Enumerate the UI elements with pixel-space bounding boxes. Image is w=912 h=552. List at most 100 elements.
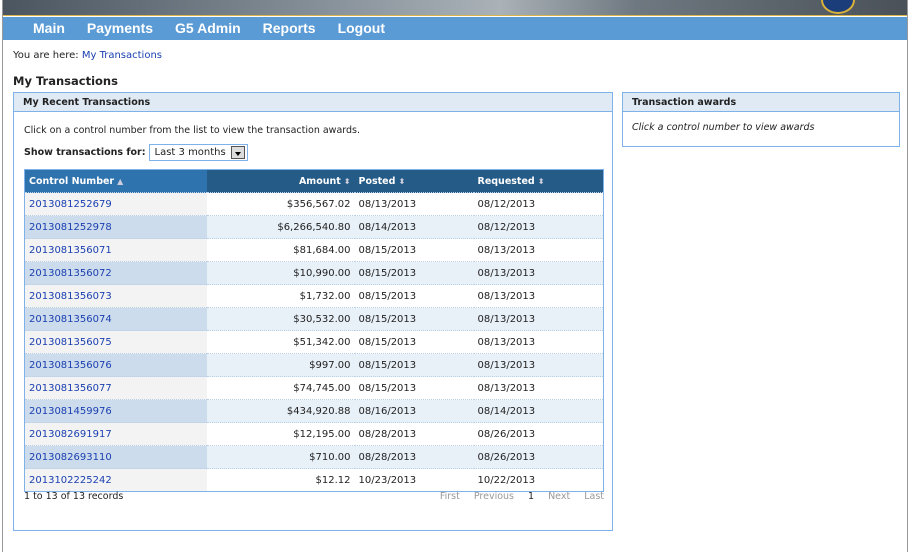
- requested-cell: 08/13/2013: [473, 284, 604, 308]
- nav-logout[interactable]: Logout: [337, 20, 385, 36]
- control-number-link[interactable]: 2013082693110: [29, 451, 112, 463]
- table-row: 2013081252679 $356,567.02 08/13/2013 08/…: [24, 192, 604, 216]
- requested-cell: 08/26/2013: [473, 445, 604, 469]
- pager-page-1[interactable]: 1: [528, 491, 535, 502]
- requested-cell: 08/13/2013: [473, 238, 604, 262]
- pager-next[interactable]: Next: [548, 491, 571, 502]
- requested-cell: 08/13/2013: [473, 376, 604, 400]
- control-number-link[interactable]: 2013081459976: [29, 405, 112, 417]
- posted-cell: 08/15/2013: [354, 376, 474, 400]
- requested-cell: 10/22/2013: [473, 468, 604, 492]
- pager-previous[interactable]: Previous: [473, 491, 515, 502]
- instructions: Click on a control number from the list …: [24, 125, 361, 136]
- posted-cell: 08/28/2013: [354, 445, 474, 469]
- posted-cell: 08/16/2013: [354, 399, 474, 423]
- control-number-link[interactable]: 2013102225242: [29, 474, 112, 486]
- control-number-link[interactable]: 2013081356071: [29, 244, 112, 256]
- posted-cell: 08/13/2013: [354, 192, 474, 216]
- col-control-number[interactable]: Control Number ▲: [24, 169, 207, 193]
- posted-cell: 08/15/2013: [354, 261, 474, 285]
- recent-transactions-panel: My Recent Transactions Click on a contro…: [13, 92, 613, 531]
- posted-cell: 08/15/2013: [354, 353, 474, 377]
- col-amount[interactable]: Amount ⬍: [206, 169, 355, 193]
- control-number-link[interactable]: 2013081356076: [29, 359, 112, 371]
- table-row: 2013081356074 $30,532.00 08/15/2013 08/1…: [24, 307, 604, 331]
- main-nav: Main Payments G5 Admin Reports Logout: [3, 17, 907, 40]
- requested-cell: 08/13/2013: [473, 330, 604, 354]
- col-requested[interactable]: Requested ⬍: [473, 169, 604, 193]
- requested-cell: 08/12/2013: [473, 215, 604, 239]
- control-number-cell: 2013081356071: [24, 238, 207, 262]
- amount-cell: $356,567.02: [206, 192, 355, 216]
- sort-icon: ⬍: [343, 176, 351, 186]
- page-title: My Transactions: [13, 74, 118, 88]
- amount-cell: $12.12: [206, 468, 355, 492]
- nav-payments[interactable]: Payments: [86, 20, 154, 36]
- posted-cell: 08/15/2013: [354, 284, 474, 308]
- control-number-cell: 2013082691917: [24, 422, 207, 446]
- control-number-cell: 2013081356077: [24, 376, 207, 400]
- control-number-cell: 2013081252978: [24, 215, 207, 239]
- breadcrumb: You are here: My Transactions: [13, 50, 162, 61]
- table-row: 2013082693110 $710.00 08/28/2013 08/26/2…: [24, 445, 604, 469]
- pagination: First Previous 1 Next Last: [426, 491, 604, 502]
- control-number-link[interactable]: 2013082691917: [29, 428, 112, 440]
- control-number-link[interactable]: 2013081252679: [29, 198, 112, 210]
- posted-cell: 08/14/2013: [354, 215, 474, 239]
- control-number-cell: 2013081356072: [24, 261, 207, 285]
- awards-hint: Click a control number to view awards: [632, 122, 815, 133]
- amount-cell: $710.00: [206, 445, 355, 469]
- posted-cell: 08/15/2013: [354, 330, 474, 354]
- control-number-link[interactable]: 2013081356072: [29, 267, 112, 279]
- pager-first[interactable]: First: [439, 491, 460, 502]
- sort-icon: ⬍: [537, 176, 545, 186]
- nav-reports[interactable]: Reports: [262, 20, 316, 36]
- control-number-cell: 2013081459976: [24, 399, 207, 423]
- pager-last[interactable]: Last: [584, 491, 604, 502]
- table-row: 2013102225242 $12.12 10/23/2013 10/22/20…: [24, 468, 604, 492]
- amount-cell: $10,990.00: [206, 261, 355, 285]
- requested-cell: 08/14/2013: [473, 399, 604, 423]
- control-number-link[interactable]: 2013081356074: [29, 313, 112, 325]
- control-number-link[interactable]: 2013081252978: [29, 221, 112, 233]
- table-row: 2013081356073 $1,732.00 08/15/2013 08/13…: [24, 284, 604, 308]
- posted-cell: 08/15/2013: [354, 238, 474, 262]
- table-footer: 1 to 13 of 13 records First Previous 1 N…: [24, 491, 604, 502]
- period-select[interactable]: Last 3 months: [148, 144, 248, 161]
- control-number-cell: 2013082693110: [24, 445, 207, 469]
- requested-cell: 08/26/2013: [473, 422, 604, 446]
- col-posted[interactable]: Posted ⬍: [354, 169, 474, 193]
- chevron-down-icon[interactable]: [230, 146, 245, 159]
- table-row: 2013081252978 $6,266,540.80 08/14/2013 0…: [24, 215, 604, 239]
- control-number-link[interactable]: 2013081356075: [29, 336, 112, 348]
- control-number-cell: 2013081252679: [24, 192, 207, 216]
- amount-cell: $434,920.88: [206, 399, 355, 423]
- requested-cell: 08/13/2013: [473, 353, 604, 377]
- control-number-cell: 2013102225242: [24, 468, 207, 492]
- table-row: 2013082691917 $12,195.00 08/28/2013 08/2…: [24, 422, 604, 446]
- table-row: 2013081356071 $81,684.00 08/15/2013 08/1…: [24, 238, 604, 262]
- control-number-link[interactable]: 2013081356077: [29, 382, 112, 394]
- breadcrumb-current[interactable]: My Transactions: [81, 50, 163, 61]
- control-number-cell: 2013081356075: [24, 330, 207, 354]
- table-row: 2013081459976 $434,920.88 08/16/2013 08/…: [24, 399, 604, 423]
- amount-cell: $81,684.00: [206, 238, 355, 262]
- period-select-value: Last 3 months: [154, 147, 226, 158]
- amount-cell: $74,745.00: [206, 376, 355, 400]
- table-row: 2013081356075 $51,342.00 08/15/2013 08/1…: [24, 330, 604, 354]
- table-row: 2013081356076 $997.00 08/15/2013 08/13/2…: [24, 353, 604, 377]
- filter-label: Show transactions for:: [24, 147, 146, 158]
- record-count: 1 to 13 of 13 records: [24, 491, 124, 502]
- posted-cell: 10/23/2013: [354, 468, 474, 492]
- breadcrumb-prefix: You are here:: [13, 50, 79, 61]
- nav-g5-admin[interactable]: G5 Admin: [175, 20, 241, 36]
- amount-cell: $1,732.00: [206, 284, 355, 308]
- table-row: 2013081356077 $74,745.00 08/15/2013 08/1…: [24, 376, 604, 400]
- amount-cell: $6,266,540.80: [206, 215, 355, 239]
- control-number-link[interactable]: 2013081356073: [29, 290, 112, 302]
- transactions-table: Control Number ▲ Amount ⬍ Posted ⬍ Requeste…: [24, 169, 604, 492]
- nav-main[interactable]: Main: [33, 20, 65, 36]
- panel-title: My Recent Transactions: [14, 93, 612, 112]
- table-row: 2013081356072 $10,990.00 08/15/2013 08/1…: [24, 261, 604, 285]
